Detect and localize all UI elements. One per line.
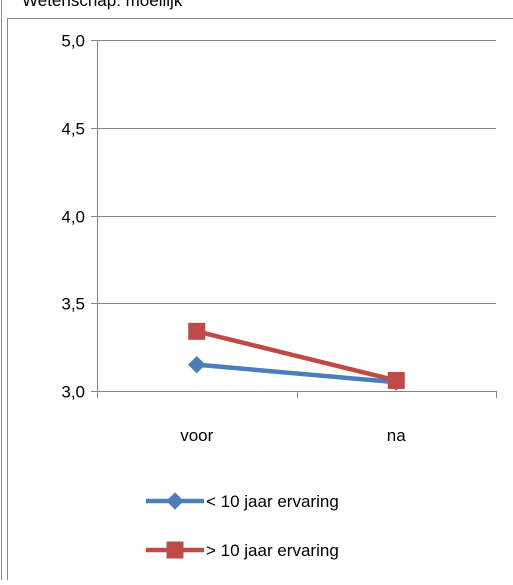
- legend-marker-2: [166, 541, 184, 559]
- data-point-2: [188, 322, 206, 340]
- chart-title: Wetenschap: moeilijk: [22, 0, 183, 10]
- y-tick-label: 3,0: [61, 383, 85, 402]
- series-line-1: [194, 362, 399, 385]
- x-tick-label: na: [387, 426, 406, 445]
- gridlines: [97, 40, 496, 304]
- y-tick-label: 4,0: [61, 208, 85, 227]
- y-tick-labels: 3,0 3,5 4,0 4,5 5,0: [61, 32, 85, 402]
- data-point-1: [188, 355, 206, 374]
- legend-marker-1: [166, 492, 184, 510]
- y-tick-label: 3,5: [61, 295, 85, 314]
- y-tick-label: 5,0: [61, 32, 85, 51]
- legend-label-2: > 10 jaar ervaring: [206, 541, 339, 560]
- x-tick-label: voor: [180, 426, 213, 445]
- legend: < 10 jaar ervaring > 10 jaar ervaring: [146, 492, 339, 560]
- series-line-2: [194, 329, 399, 383]
- axes: [91, 40, 497, 398]
- x-tick-labels: voor na: [180, 426, 406, 445]
- series: [188, 322, 405, 391]
- data-point-2: [387, 371, 405, 389]
- legend-label-1: < 10 jaar ervaring: [206, 492, 339, 511]
- y-tick-label: 4,5: [61, 120, 85, 139]
